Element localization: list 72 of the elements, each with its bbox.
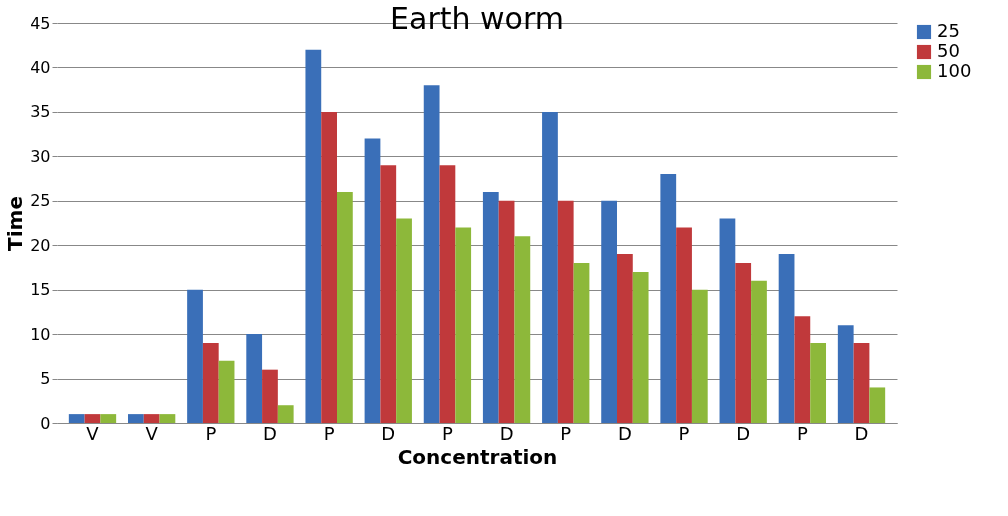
bar [617, 254, 633, 423]
bar [277, 405, 294, 423]
x-tick-label: P [205, 422, 217, 444]
bar [514, 236, 531, 423]
y-axis-title: Time [3, 196, 28, 251]
bar [159, 414, 176, 423]
bar [380, 165, 397, 423]
y-tick-label: 25 [30, 191, 51, 211]
x-tick-label: P [441, 422, 453, 444]
bar [542, 111, 558, 423]
x-tick-label: D [499, 422, 514, 444]
x-tick-label: V [86, 422, 100, 444]
bar [100, 414, 117, 423]
bar [321, 111, 337, 423]
bar [853, 343, 870, 423]
x-tick-label: D [617, 422, 632, 444]
bar [143, 414, 160, 423]
bar [84, 414, 101, 423]
x-tick-label: P [560, 422, 572, 444]
bar [751, 280, 767, 423]
bar [573, 263, 590, 423]
y-tick-label: 30 [30, 146, 51, 166]
bar [557, 200, 574, 423]
x-tick-label: D [736, 422, 751, 444]
y-tick-label: 35 [30, 102, 51, 122]
bar [601, 200, 617, 423]
bar [482, 191, 499, 423]
y-tick-label: 15 [30, 280, 51, 300]
x-tick-label: D [263, 422, 277, 444]
bar [794, 316, 811, 423]
bar [305, 49, 322, 423]
y-tick-label: 10 [30, 324, 51, 344]
y-tick-label: 20 [30, 235, 51, 255]
bar [439, 165, 456, 423]
y-tick-label: 40 [30, 57, 51, 77]
bar [455, 227, 472, 423]
bar [719, 218, 736, 423]
x-tick-label: P [796, 422, 808, 444]
bar [262, 369, 278, 423]
x-tick-label: V [145, 422, 159, 444]
bar [202, 343, 219, 423]
y-tick-label: 0 [40, 413, 51, 433]
y-tick-label: 45 [30, 13, 51, 33]
legend-label: 100 [937, 60, 972, 81]
x-tick-label: P [678, 422, 690, 444]
bar [676, 227, 692, 423]
bar [127, 414, 144, 423]
bar [735, 263, 752, 423]
bar [632, 271, 649, 423]
bar [778, 254, 795, 423]
bar [837, 325, 854, 423]
bar [498, 200, 515, 423]
bar [337, 191, 353, 423]
bar [68, 414, 85, 423]
bar [364, 138, 381, 423]
chart-title: Earth worm [390, 1, 564, 36]
bar [218, 360, 235, 423]
bar [660, 174, 677, 423]
bar [246, 334, 263, 423]
bar [423, 85, 440, 423]
x-tick-label: D [854, 422, 869, 444]
y-tick-label: 5 [40, 369, 51, 389]
legend-label: 25 [937, 20, 960, 41]
x-tick-label: P [323, 422, 335, 444]
bar [187, 289, 203, 423]
x-tick-label: D [381, 422, 396, 444]
bar [396, 218, 412, 423]
legend-label: 50 [937, 40, 960, 61]
bar [810, 343, 827, 423]
bar [869, 387, 886, 423]
bar [691, 289, 708, 423]
x-axis-title: Concentration [397, 444, 558, 469]
